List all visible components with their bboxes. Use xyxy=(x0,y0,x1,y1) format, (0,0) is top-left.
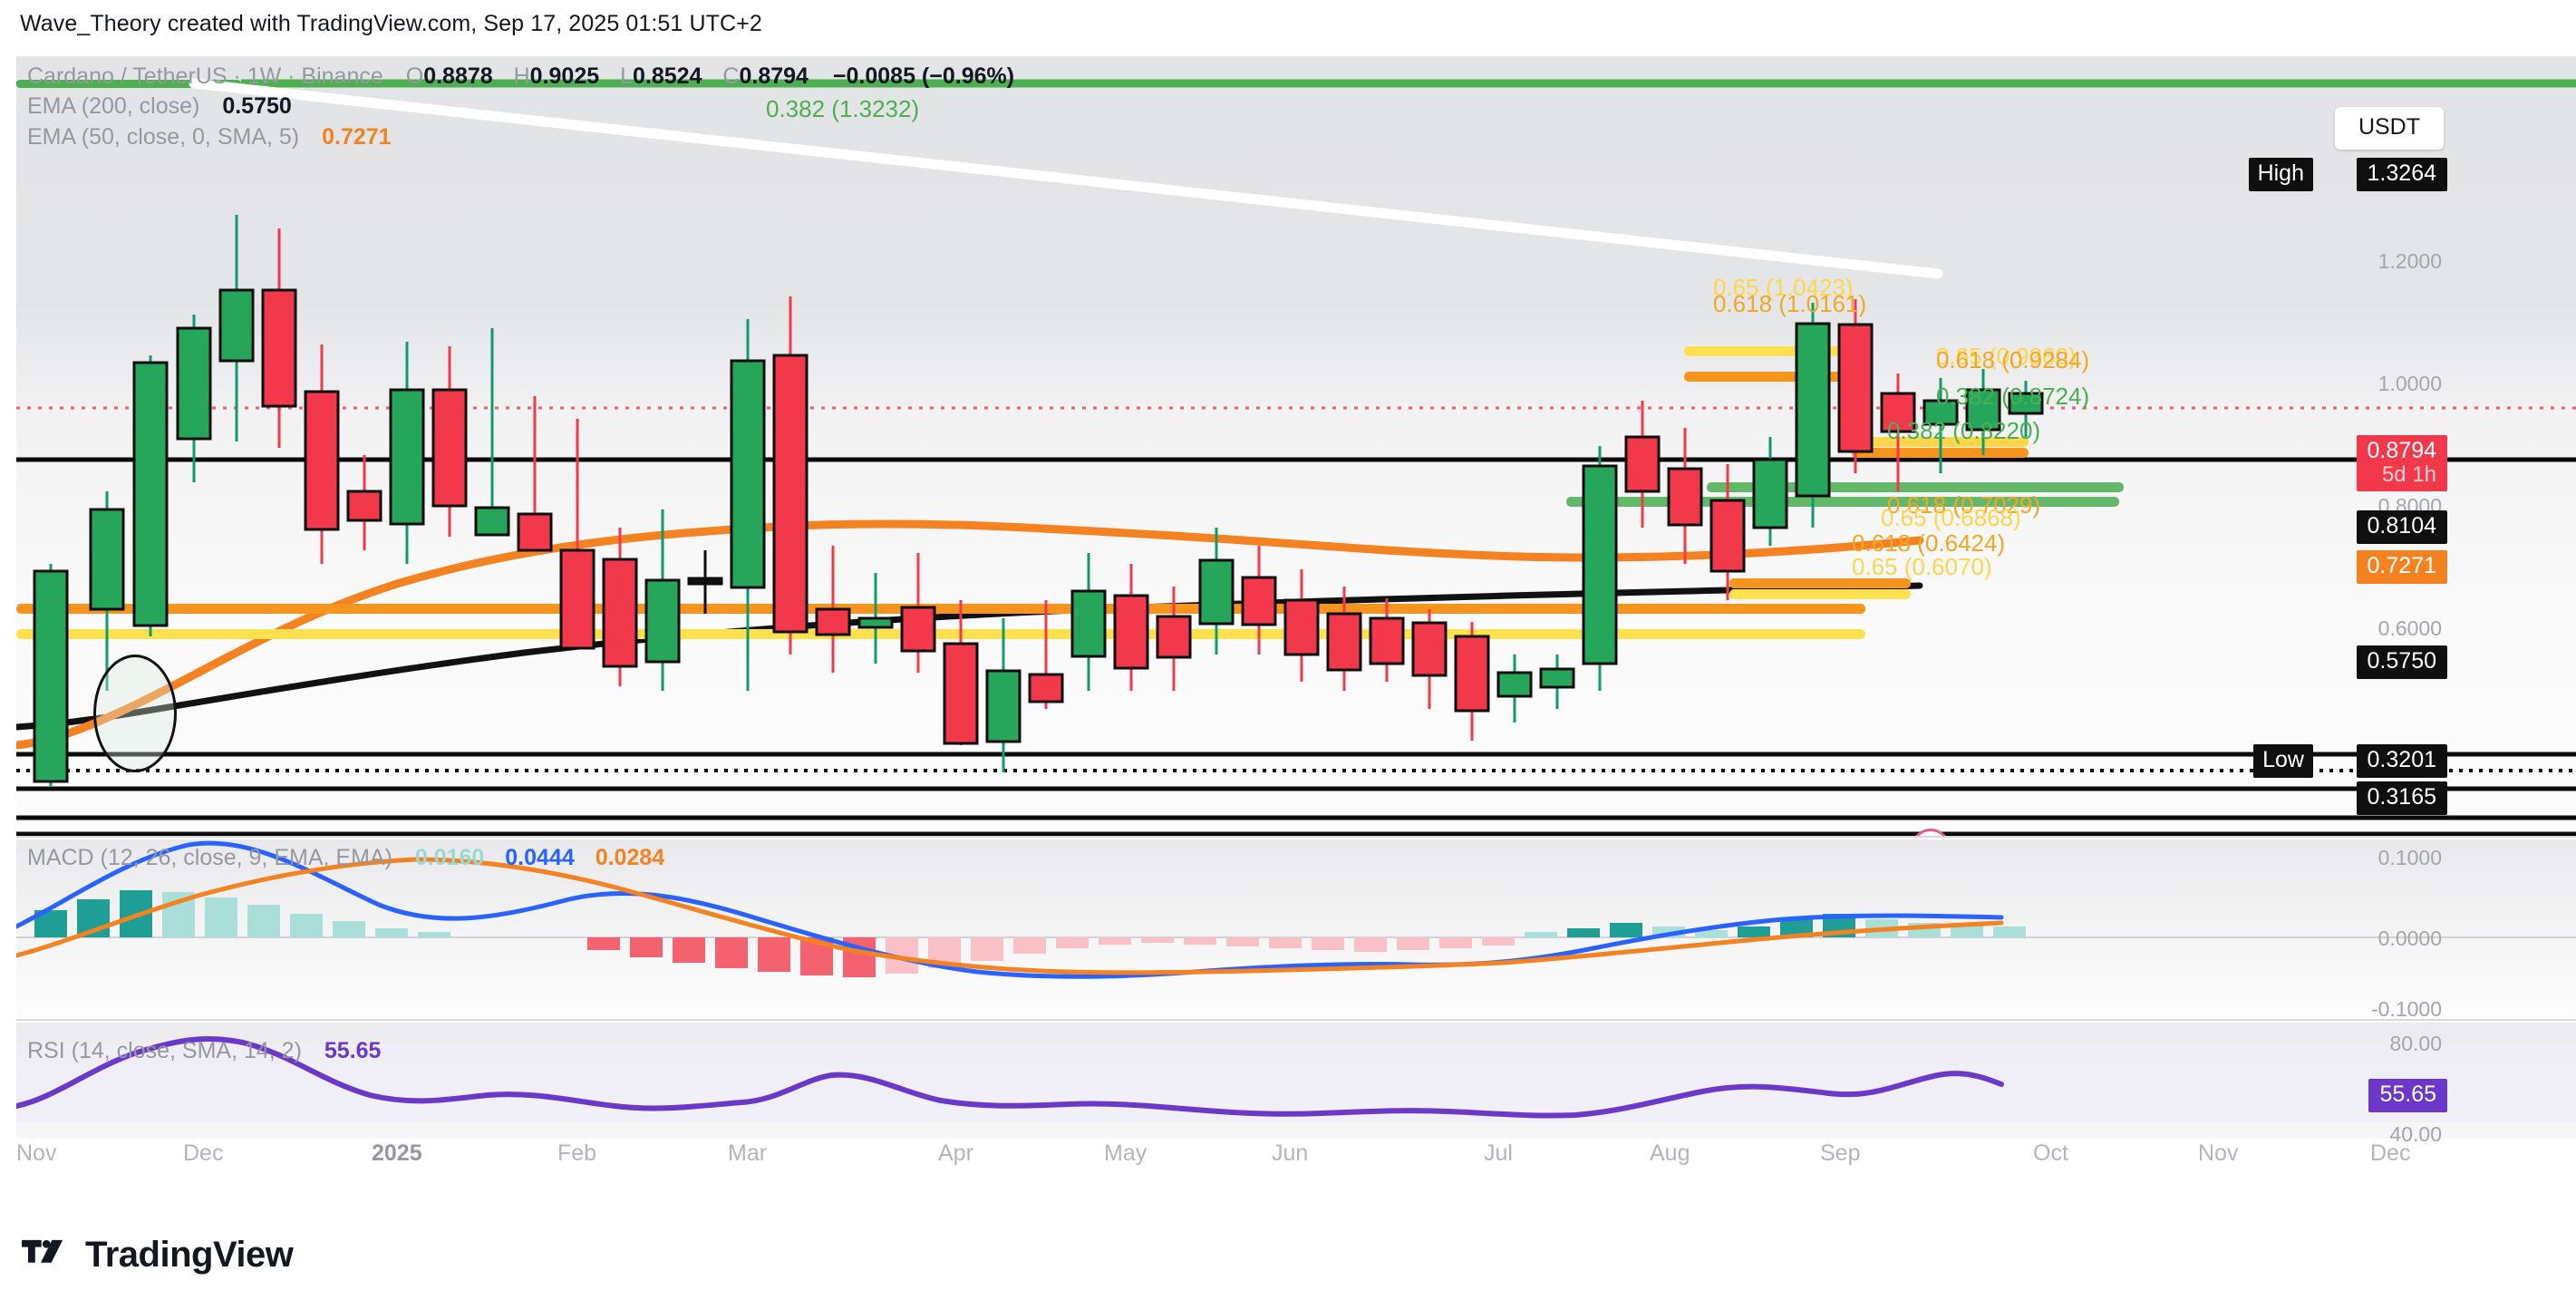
close-label: C xyxy=(722,63,740,89)
candles xyxy=(33,215,2044,786)
high-price-badge: 1.3264 xyxy=(2356,158,2447,191)
ema200-price-badge: 0.5750 xyxy=(2356,645,2447,679)
open-value: 0.8878 xyxy=(423,63,493,89)
macd-tick-0.1000: 0.1000 xyxy=(2377,846,2442,869)
date-tick-sep: Sep xyxy=(1820,1140,1861,1166)
level-black-badge: 0.8104 xyxy=(2356,510,2447,544)
low-price-badge2-abs: 0.3165 xyxy=(2356,781,2447,815)
date-tick-jul: Jul xyxy=(1484,1140,1513,1166)
low-label: L xyxy=(620,63,633,89)
ema200-name: EMA (200, close) xyxy=(27,93,200,119)
macd-hist-value: 0.0160 xyxy=(414,845,485,870)
date-tick-dec: Dec xyxy=(183,1140,224,1166)
date-tick-mar: Mar xyxy=(728,1140,768,1166)
macd-signal-value: 0.0284 xyxy=(595,845,665,870)
rsi-tick-80: 80.00 xyxy=(2389,1032,2442,1055)
chart-caption: Wave_Theory created with TradingView.com… xyxy=(20,11,762,36)
date-tick-may: May xyxy=(1104,1140,1148,1166)
macd-tick-0.0000: 0.0000 xyxy=(2377,926,2442,950)
fib-label-0: 0.382 (1.3232) xyxy=(766,95,920,122)
macd-line-value: 0.0444 xyxy=(505,845,575,870)
fib-label-6: 0.382 (0.8220) xyxy=(1887,417,2041,444)
tradingview-mark-icon xyxy=(22,1239,63,1263)
tick-1.0000: 1.0000 xyxy=(2377,372,2442,395)
fib-label-3: 0.65 (0.9360) xyxy=(1936,343,2077,370)
date-tick-nov2: Nov xyxy=(2198,1140,2239,1166)
tradingview-logo[interactable]: TradingView xyxy=(22,1235,294,1276)
price-scale[interactable]: USDT High 1.3264 1.2000 1.0000 0.8000 0.… xyxy=(2248,56,2576,1139)
price-pane[interactable]: ⚡ xyxy=(16,56,2576,838)
rsi-legend[interactable]: RSI (14, close, SMA, 14, 2) 55.65 xyxy=(27,1038,381,1064)
date-tick-2025: 2025 xyxy=(372,1140,422,1166)
tick-1.2000: 1.2000 xyxy=(2377,249,2442,273)
low-tag-abs: Low xyxy=(2253,744,2313,778)
date-tick-nov: Nov xyxy=(16,1140,57,1166)
low-value: 0.8524 xyxy=(633,63,702,89)
macd-tick--0.1000: -0.1000 xyxy=(2370,997,2442,1021)
open-label: O xyxy=(405,63,424,89)
last-price-badge: 0.8794 5d 1h xyxy=(2356,435,2447,492)
ema200-value: 0.5750 xyxy=(222,93,292,119)
symbol-legend[interactable]: Cardano / TetherUS · 1W · Binance O0.887… xyxy=(27,63,1014,90)
rsi-name: RSI (14, close, SMA, 14, 2) xyxy=(27,1038,302,1063)
ema200-legend[interactable]: EMA (200, close) 0.5750 xyxy=(27,93,292,120)
macd-legend[interactable]: MACD (12, 26, close, 9, EMA, EMA) 0.0160… xyxy=(27,845,664,871)
date-axis[interactable]: Nov Dec 2025 Feb Mar Apr May Jun Jul Aug… xyxy=(0,1140,2576,1182)
low-price-badge-abs: 0.3201 xyxy=(2356,744,2447,778)
change-value: −0.0085 (−0.96%) xyxy=(832,63,1015,89)
date-tick-feb: Feb xyxy=(557,1140,597,1166)
symbol-title: Cardano / TetherUS · 1W · Binance xyxy=(27,63,383,89)
tick-0.6000: 0.6000 xyxy=(2377,616,2442,640)
rsi-value-badge: 55.65 xyxy=(2368,1079,2447,1112)
last-price-value: 0.8794 xyxy=(2367,438,2436,463)
ema50-name: EMA (50, close, 0, SMA, 5) xyxy=(27,124,300,150)
fib-label-10: 0.65 (0.6070) xyxy=(1852,553,1992,580)
pane-separator-rsi xyxy=(16,1019,2576,1021)
close-value: 0.8794 xyxy=(739,63,809,89)
high-label: H xyxy=(513,63,530,89)
macd-pane[interactable] xyxy=(16,839,2576,1017)
ellipse-annotation[interactable] xyxy=(93,655,177,772)
macd-histogram xyxy=(34,890,2026,977)
date-tick-dec2: Dec xyxy=(2370,1140,2411,1166)
fib-label-2: 0.618 (1.0161) xyxy=(1713,290,1867,317)
currency-badge[interactable]: USDT xyxy=(2334,107,2444,150)
fib-label-5: 0.382 (0.8724) xyxy=(1936,383,2090,410)
ema50-value: 0.7271 xyxy=(322,124,392,150)
ema50-legend[interactable]: EMA (50, close, 0, SMA, 5) 0.7271 xyxy=(27,124,392,150)
fib-label-4: 0.618 (0.9284) xyxy=(1936,346,2090,374)
date-tick-jun: Jun xyxy=(1272,1140,1309,1166)
bar-countdown: 5d 1h xyxy=(2381,461,2436,487)
fib-label-1: 0.65 (1.0423) xyxy=(1713,274,1854,301)
rsi-chart-svg xyxy=(16,1036,2576,1122)
date-tick-apr: Apr xyxy=(938,1140,973,1166)
rsi-pane[interactable] xyxy=(16,1023,2576,1139)
price-chart-svg xyxy=(16,78,2576,837)
fib-label-7: 0.618 (0.7029) xyxy=(1887,491,2041,519)
high-tag: High xyxy=(2248,158,2313,191)
date-tick-aug: Aug xyxy=(1650,1140,1690,1166)
macd-name: MACD (12, 26, close, 9, EMA, EMA) xyxy=(27,845,392,870)
rsi-tick-40: 40.00 xyxy=(2389,1122,2442,1146)
pane-separator-macd xyxy=(16,836,2576,838)
rsi-value: 55.65 xyxy=(324,1038,382,1063)
fib-label-9: 0.618 (0.6424) xyxy=(1852,529,2006,557)
fib-label-8: 0.65 (0.6868) xyxy=(1881,504,2021,531)
macd-chart-svg xyxy=(16,840,2576,979)
high-value: 0.9025 xyxy=(529,63,600,89)
level-orange-badge: 0.7271 xyxy=(2356,550,2447,584)
date-tick-oct: Oct xyxy=(2033,1140,2068,1166)
tradingview-wordmark: TradingView xyxy=(85,1235,294,1275)
